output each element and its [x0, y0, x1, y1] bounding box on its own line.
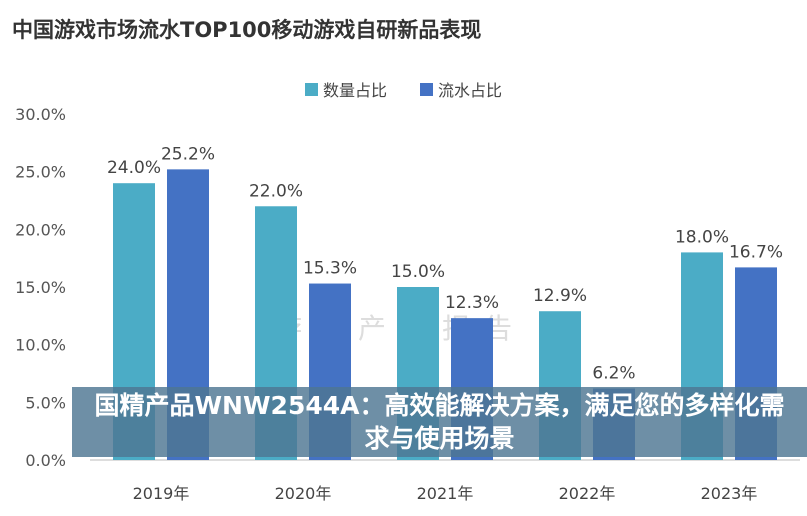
data-label: 12.9%	[533, 286, 587, 306]
overlay-banner: 国精产品WNW2544A：高效能解决方案，满足您的多样化需求与使用场景	[72, 387, 807, 457]
data-label: 18.0%	[675, 227, 729, 247]
y-tick-label: 30.0%	[15, 105, 66, 124]
x-tick-label: 2023年	[701, 484, 758, 503]
x-tick-label: 2019年	[133, 484, 190, 503]
data-label: 16.7%	[729, 242, 783, 262]
data-label: 25.2%	[161, 144, 215, 164]
x-tick-label: 2020年	[275, 484, 332, 503]
y-tick-label: 0.0%	[25, 451, 66, 470]
y-tick-label: 15.0%	[15, 278, 66, 297]
chart-title: 中国游戏市场流水TOP100移动游戏自研新品表现	[12, 18, 482, 42]
data-label: 24.0%	[107, 158, 161, 178]
data-label: 6.2%	[592, 363, 635, 383]
x-tick-label: 2021年	[417, 484, 474, 503]
data-label: 22.0%	[249, 181, 303, 201]
legend-swatch	[420, 83, 433, 96]
data-label: 15.0%	[391, 262, 445, 282]
y-tick-label: 25.0%	[15, 163, 66, 182]
banner-text: 国精产品WNW2544A：高效能解决方案，满足您的多样化需求与使用场景	[94, 391, 785, 453]
x-tick-label: 2022年	[559, 484, 616, 503]
legend-label: 流水占比	[438, 81, 502, 100]
legend-label: 数量占比	[323, 81, 387, 100]
data-label: 12.3%	[445, 293, 499, 313]
y-tick-label: 20.0%	[15, 220, 66, 239]
data-label: 15.3%	[303, 259, 357, 279]
y-tick-label: 10.0%	[15, 336, 66, 355]
y-tick-label: 5.0%	[25, 393, 66, 412]
legend-swatch	[305, 83, 318, 96]
